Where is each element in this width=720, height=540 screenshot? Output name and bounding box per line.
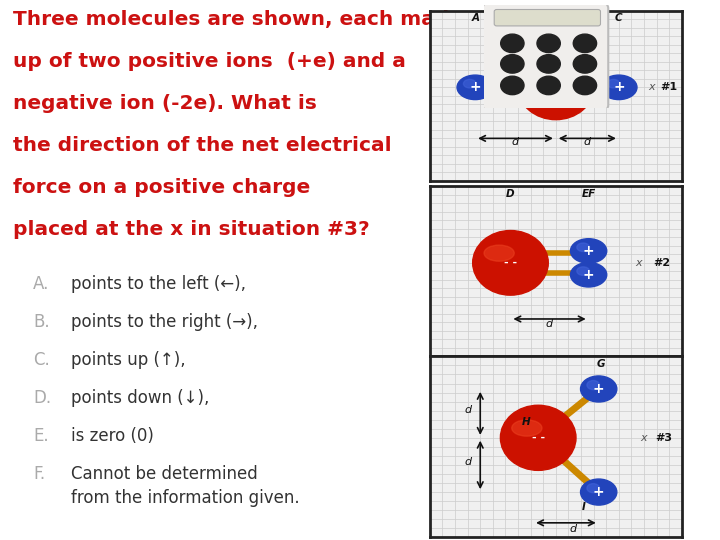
Text: is zero (0): is zero (0): [71, 427, 153, 445]
Text: #1: #1: [661, 82, 678, 92]
Circle shape: [600, 75, 637, 99]
Text: +: +: [582, 268, 595, 282]
Circle shape: [580, 376, 617, 402]
Text: A.: A.: [33, 275, 50, 293]
Circle shape: [573, 34, 597, 52]
Ellipse shape: [512, 420, 542, 436]
Circle shape: [577, 243, 590, 252]
Text: x: x: [641, 433, 647, 443]
Circle shape: [573, 76, 597, 94]
Text: - -: - -: [504, 258, 517, 268]
Text: points down (↓),: points down (↓),: [71, 389, 210, 407]
Text: d: d: [570, 524, 577, 534]
Text: B.: B.: [33, 313, 50, 331]
Circle shape: [607, 79, 620, 88]
Circle shape: [537, 55, 560, 73]
Text: EF: EF: [582, 188, 595, 199]
Text: B: B: [552, 13, 559, 23]
Text: E.: E.: [33, 427, 49, 445]
Ellipse shape: [484, 245, 514, 261]
Text: C: C: [615, 13, 623, 23]
Text: d: d: [512, 137, 519, 147]
Text: +: +: [593, 485, 605, 499]
FancyBboxPatch shape: [482, 2, 608, 111]
Text: d: d: [584, 137, 591, 147]
Text: placed at the x in situation #3?: placed at the x in situation #3?: [13, 220, 370, 239]
Text: force on a positive charge: force on a positive charge: [13, 178, 310, 197]
Text: points to the left (←),: points to the left (←),: [71, 275, 246, 293]
Text: points to the right (→),: points to the right (→),: [71, 313, 258, 331]
Circle shape: [587, 484, 600, 492]
Text: - -: - -: [549, 82, 562, 92]
Text: d: d: [464, 406, 471, 415]
FancyBboxPatch shape: [494, 10, 600, 26]
Text: D.: D.: [33, 389, 51, 407]
Text: the direction of the net electrical: the direction of the net electrical: [13, 136, 392, 155]
Text: D: D: [506, 188, 515, 199]
Text: I: I: [582, 502, 585, 512]
Text: - -: - -: [531, 433, 545, 443]
Circle shape: [587, 381, 600, 390]
Ellipse shape: [500, 405, 576, 470]
Text: Cannot be determined
from the information given.: Cannot be determined from the informatio…: [71, 465, 300, 507]
Text: H: H: [521, 417, 530, 427]
Circle shape: [570, 239, 607, 263]
Ellipse shape: [472, 231, 549, 295]
Ellipse shape: [529, 70, 559, 86]
Text: d: d: [464, 457, 471, 467]
Text: negative ion (-2e). What is: negative ion (-2e). What is: [13, 94, 317, 113]
Circle shape: [457, 75, 493, 99]
Circle shape: [537, 34, 560, 52]
Circle shape: [500, 55, 524, 73]
Text: points up (↑),: points up (↑),: [71, 351, 186, 369]
Text: x: x: [636, 258, 642, 268]
Circle shape: [573, 55, 597, 73]
Text: x: x: [648, 82, 655, 92]
Circle shape: [500, 76, 524, 94]
Text: A: A: [471, 13, 480, 23]
Text: #2: #2: [653, 258, 670, 268]
Circle shape: [537, 76, 560, 94]
Ellipse shape: [518, 55, 593, 120]
Text: G: G: [597, 359, 606, 369]
Text: #3: #3: [656, 433, 672, 443]
Text: +: +: [469, 80, 481, 94]
Circle shape: [464, 79, 476, 88]
Text: +: +: [582, 244, 595, 258]
Circle shape: [570, 262, 607, 287]
Circle shape: [500, 34, 524, 52]
Text: F.: F.: [33, 465, 45, 483]
Text: C.: C.: [33, 351, 50, 369]
Circle shape: [580, 479, 617, 505]
Text: d: d: [546, 320, 553, 329]
Text: Three molecules are shown, each made: Three molecules are shown, each made: [13, 10, 463, 29]
Circle shape: [577, 267, 590, 275]
Text: +: +: [593, 382, 605, 396]
Text: +: +: [613, 80, 625, 94]
Text: up of two positive ions  (+e) and a: up of two positive ions (+e) and a: [13, 52, 406, 71]
